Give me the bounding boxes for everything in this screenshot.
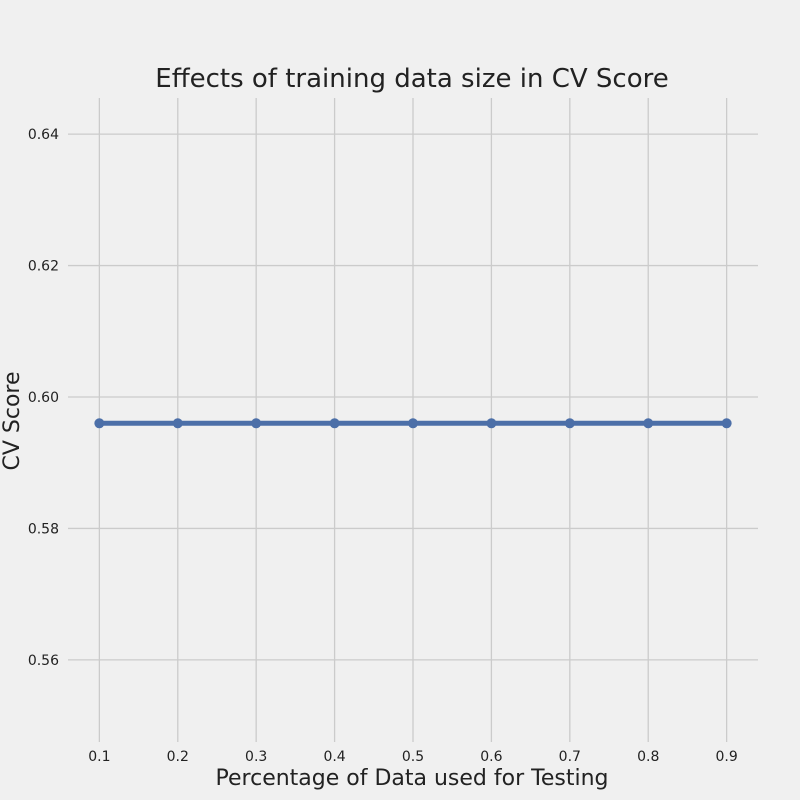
x-tick-label: 0.3 (245, 749, 267, 765)
x-tick-label: 0.7 (559, 749, 581, 765)
data-point (564, 418, 575, 429)
y-axis-label: CV Score (0, 371, 25, 470)
x-tick-label: 0.2 (167, 749, 189, 765)
x-tick-label: 0.4 (323, 749, 345, 765)
data-point (251, 418, 262, 429)
x-axis-label: Percentage of Data used for Testing (216, 766, 609, 791)
y-tick-label: 0.58 (28, 521, 59, 537)
data-point (408, 418, 418, 429)
data-point (486, 418, 497, 429)
data-point (329, 418, 340, 429)
x-tick-label: 0.9 (716, 749, 738, 765)
x-tick-label: 0.8 (637, 749, 659, 765)
data-point (721, 418, 732, 429)
series (94, 418, 732, 429)
data-point (172, 418, 183, 429)
y-tick-label: 0.56 (28, 653, 59, 669)
data-point (94, 418, 105, 429)
y-tick-label: 0.60 (28, 390, 59, 406)
y-tick-label: 0.64 (28, 127, 59, 143)
x-tick-label: 0.5 (402, 749, 424, 765)
x-tick-label: 0.6 (480, 749, 502, 765)
chart-title: Effects of training data size in CV Scor… (155, 64, 668, 94)
x-tick-label: 0.1 (88, 749, 110, 765)
tick-labels: 0.1 0.2 0.3 0.4 0.5 0.6 0.7 0.8 0.9 0.56 0.58 0.60 0… (28, 127, 738, 765)
y-tick-label: 0.62 (28, 259, 59, 275)
data-point (643, 418, 654, 429)
